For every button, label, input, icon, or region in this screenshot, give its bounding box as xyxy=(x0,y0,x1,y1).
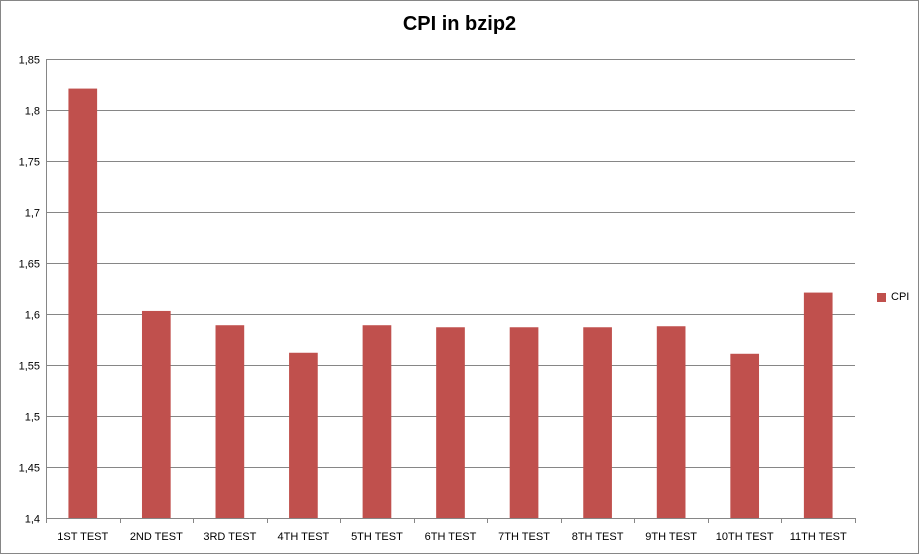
y-tick-label-5: 1,65 xyxy=(19,259,40,271)
x-tick-label-9: 9TH TEST xyxy=(645,531,697,543)
bar-2 xyxy=(141,310,171,518)
legend-swatch-cpi xyxy=(877,292,886,302)
y-tick-label-8: 1,8 xyxy=(25,106,40,118)
x-tick-label-11: 11TH TEST xyxy=(790,531,847,543)
bar-8 xyxy=(583,327,612,518)
bar-6 xyxy=(436,327,465,518)
x-tick-label-1: 1ST TEST xyxy=(57,531,108,543)
bar-1 xyxy=(68,88,98,518)
x-tick-label-6: 6TH TEST xyxy=(425,531,477,543)
y-tick-label-0: 1,4 xyxy=(25,514,40,526)
y-tick-label-2: 1,5 xyxy=(25,412,40,424)
y-tick-label-4: 1,6 xyxy=(25,310,40,322)
legend: CPI xyxy=(877,291,909,303)
chart-title: CPI in bzip2 xyxy=(402,13,517,35)
y-tick-label-3: 1,55 xyxy=(19,361,40,373)
x-tick-label-5: 5TH TEST xyxy=(351,531,403,543)
x-tick-label-3: 3RD TEST xyxy=(203,531,256,543)
y-tick-label-6: 1,7 xyxy=(25,208,40,220)
y-tick-label-1: 1,45 xyxy=(19,463,40,475)
bar-5 xyxy=(362,325,392,518)
bar-3 xyxy=(215,325,245,518)
x-tick-label-7: 7TH TEST xyxy=(498,531,550,543)
x-tick-label-10: 10TH TEST xyxy=(716,531,774,543)
y-tick-label-9: 1,85 xyxy=(19,55,40,67)
x-tick-label-4: 4TH TEST xyxy=(278,531,330,543)
bar-11 xyxy=(803,292,833,518)
y-tick-label-7: 1,75 xyxy=(19,157,40,169)
bar-4 xyxy=(289,352,318,518)
bar-9 xyxy=(656,326,686,518)
bar-7 xyxy=(509,327,539,518)
x-tick-label-8: 8TH TEST xyxy=(572,531,624,543)
bar-10 xyxy=(730,353,760,518)
legend-label-cpi: CPI xyxy=(891,291,910,303)
x-tick-label-2: 2ND TEST xyxy=(130,531,183,543)
